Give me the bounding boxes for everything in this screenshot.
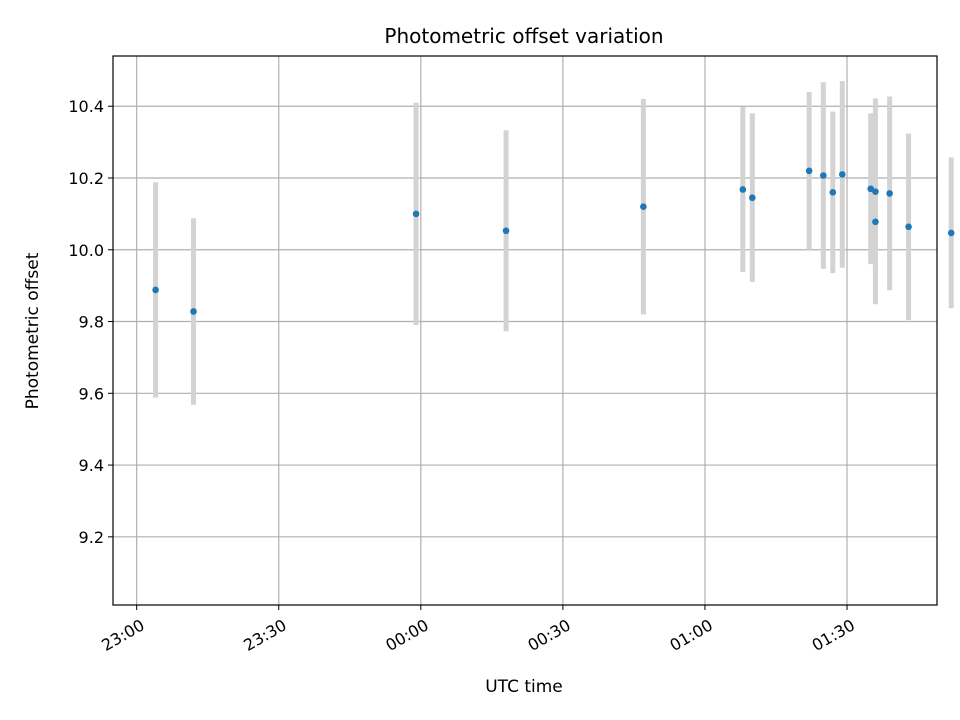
y-tick-label: 10.2 [68, 169, 104, 188]
x-axis-title: UTC time [485, 677, 563, 697]
data-point [805, 167, 813, 175]
y-tick-label: 9.6 [79, 384, 104, 403]
data-point [749, 194, 756, 202]
data-point [947, 229, 955, 237]
x-tick-label: 23:30 [240, 615, 289, 655]
data-point [829, 189, 837, 196]
data-point [739, 186, 747, 193]
grid-lines [113, 56, 937, 605]
data-point [502, 227, 510, 235]
x-tick-label: 01:00 [667, 615, 716, 655]
axis-ticks: 9.2 9.4 9.6 9.8 10.0 10.2 10.4 23:00 23:30 00:00 0… [68, 97, 858, 655]
data-point [867, 185, 875, 193]
x-tick-label: 23:00 [98, 615, 147, 655]
chart-title: Photometric offset variation [384, 24, 663, 48]
data-point [872, 218, 879, 226]
y-tick-label: 10.0 [68, 241, 104, 260]
x-tick-label: 00:30 [524, 615, 573, 655]
y-tick-label: 9.2 [79, 528, 104, 547]
data-point [152, 286, 159, 294]
y-tick-label: 9.4 [79, 456, 104, 475]
data-point [640, 203, 647, 211]
y-tick-label: 9.8 [79, 313, 104, 332]
data-point [190, 308, 197, 315]
data-point [872, 188, 879, 195]
data-point [412, 210, 420, 218]
data-point [905, 223, 912, 231]
x-tick-label: 01:30 [809, 615, 858, 655]
x-tick-label: 00:00 [382, 615, 431, 655]
data-point [886, 190, 893, 197]
y-tick-label: 10.4 [68, 97, 104, 116]
plot-frame [112, 55, 938, 606]
data-point [838, 171, 846, 178]
data-points [152, 167, 955, 315]
y-axis-title: Photometric offset [23, 252, 43, 409]
data-point [820, 172, 827, 179]
error-bars [153, 81, 954, 405]
